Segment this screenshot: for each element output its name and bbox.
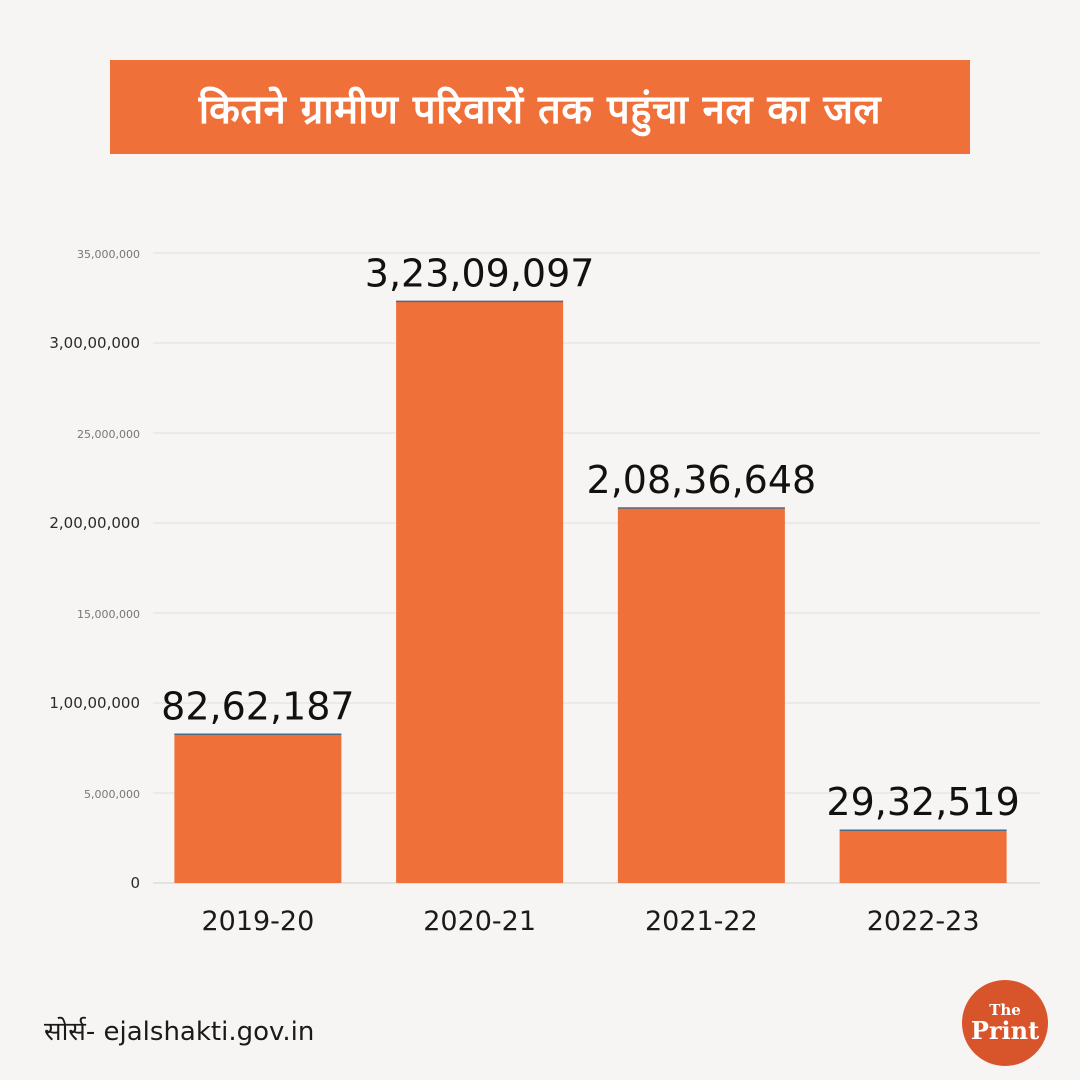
data-label: 82,62,187 bbox=[161, 684, 354, 728]
bar bbox=[396, 301, 564, 883]
y-tick-label: 5,000,000 bbox=[84, 788, 140, 801]
y-tick-label: 0 bbox=[130, 874, 140, 892]
y-tick-label: 25,000,000 bbox=[77, 428, 140, 441]
data-label: 3,23,09,097 bbox=[365, 251, 595, 295]
data-label: 2,08,36,648 bbox=[587, 458, 817, 502]
bar bbox=[174, 734, 342, 883]
x-tick-label: 2022-23 bbox=[867, 906, 980, 937]
x-tick-label: 2021-22 bbox=[645, 906, 758, 937]
chart-title: कितने ग्रामीण परिवारों तक पहुंचा नल का ज… bbox=[198, 86, 882, 133]
title-banner: कितने ग्रामीण परिवारों तक पहुंचा नल का ज… bbox=[110, 60, 970, 154]
y-tick-label: 2,00,00,000 bbox=[49, 514, 140, 532]
data-label: 29,32,519 bbox=[826, 780, 1019, 824]
theprint-logo: The Print bbox=[962, 980, 1048, 1066]
y-tick-label: 1,00,00,000 bbox=[49, 694, 140, 712]
logo-line2: Print bbox=[970, 1016, 1040, 1045]
logo-line1: The bbox=[989, 1001, 1021, 1019]
y-tick-label: 3,00,00,000 bbox=[49, 334, 140, 352]
y-tick-label: 35,000,000 bbox=[77, 248, 140, 261]
source-credit: सोर्स- ejalshakti.gov.in bbox=[44, 1017, 315, 1047]
y-tick-label: 15,000,000 bbox=[77, 608, 140, 621]
x-tick-label: 2019-20 bbox=[201, 906, 314, 937]
x-tick-label: 2020-21 bbox=[423, 906, 536, 937]
bar bbox=[617, 507, 785, 883]
bar bbox=[839, 830, 1007, 883]
